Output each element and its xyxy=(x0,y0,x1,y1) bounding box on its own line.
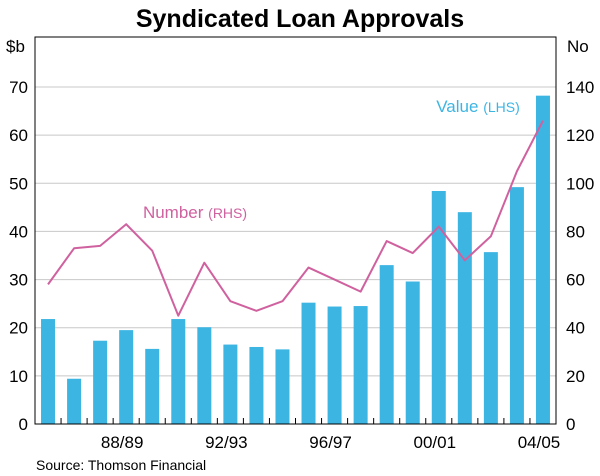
left-tick-label: 10 xyxy=(9,367,28,386)
value-bar xyxy=(509,187,524,424)
right-axis: 0 20 40 60 80 100 120 140 xyxy=(566,78,594,434)
right-tick-label: 120 xyxy=(566,126,594,145)
value-bar xyxy=(223,344,238,424)
number-series-name: Number xyxy=(143,203,204,222)
value-bar xyxy=(431,190,446,424)
value-bar xyxy=(197,327,212,424)
value-bar xyxy=(67,378,82,424)
left-tick-label: 30 xyxy=(9,271,28,290)
value-bar xyxy=(535,95,550,424)
value-series-suffix: (LHS) xyxy=(483,99,520,115)
value-bar xyxy=(275,349,290,424)
value-bar xyxy=(353,306,368,424)
value-bar xyxy=(301,302,316,424)
left-tick-label: 50 xyxy=(9,174,28,193)
value-bars xyxy=(41,95,550,424)
right-tick-label: 140 xyxy=(566,78,594,97)
left-axis-unit: $b xyxy=(6,37,25,56)
source-note: Source: Thomson Financial xyxy=(36,457,206,473)
value-bar xyxy=(249,346,264,424)
value-bar xyxy=(379,265,394,424)
chart-title: Syndicated Loan Approvals xyxy=(136,5,464,33)
x-tick-label: 00/01 xyxy=(414,433,457,452)
number-line xyxy=(47,120,544,317)
value-bar xyxy=(171,319,186,424)
right-tick-label: 80 xyxy=(566,222,585,241)
value-bar xyxy=(41,319,56,424)
gridlines xyxy=(35,86,556,377)
left-tick-label: 20 xyxy=(9,319,28,338)
right-tick-label: 100 xyxy=(566,174,594,193)
value-bar xyxy=(483,252,498,424)
left-tick-label: 60 xyxy=(9,126,28,145)
x-tick-label: 96/97 xyxy=(309,433,352,452)
left-axis: 0 10 20 30 40 50 60 70 xyxy=(9,78,28,434)
value-bar xyxy=(327,306,342,424)
x-axis: 88/89 92/93 96/97 00/01 04/05 xyxy=(60,418,561,452)
right-tick-label: 60 xyxy=(566,271,585,290)
value-bar xyxy=(457,212,472,424)
left-tick-label: 70 xyxy=(9,78,28,97)
value-series-name: Value xyxy=(436,97,478,116)
left-tick-label: 40 xyxy=(9,222,28,241)
value-bar xyxy=(145,348,160,424)
right-tick-label: 20 xyxy=(566,367,585,386)
number-line-path xyxy=(47,120,544,317)
right-tick-label: 40 xyxy=(566,319,585,338)
x-tick-label: 88/89 xyxy=(101,433,144,452)
plot-frame xyxy=(34,36,557,425)
value-bar xyxy=(119,330,134,424)
right-axis-unit: No xyxy=(567,37,589,56)
number-series-suffix: (RHS) xyxy=(208,205,247,221)
x-tick-label: 04/05 xyxy=(518,433,561,452)
value-bar xyxy=(405,281,420,424)
value-series-label: Value (LHS) xyxy=(436,97,520,116)
left-tick-label: 0 xyxy=(19,415,28,434)
value-bar xyxy=(93,340,108,424)
x-tick-label: 92/93 xyxy=(205,433,248,452)
right-tick-label: 0 xyxy=(566,415,575,434)
number-series-label: Number (RHS) xyxy=(143,203,247,222)
